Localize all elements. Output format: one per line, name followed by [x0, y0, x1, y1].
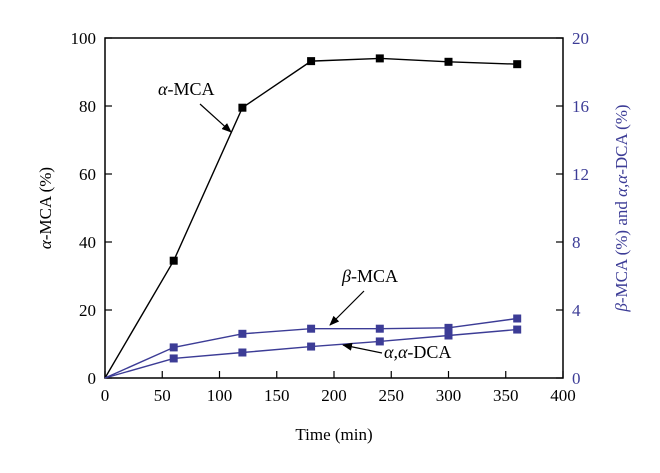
x-tick-label: 400 — [550, 386, 576, 405]
arrow-alpha-alpha-dca — [342, 342, 383, 354]
series-2-point — [513, 325, 522, 334]
x-tick-label: 350 — [493, 386, 519, 405]
series-0-point — [375, 54, 384, 63]
x-axis-title: Time (min) — [295, 425, 372, 444]
series-1-point — [307, 324, 316, 333]
left-y-tick-label: 0 — [88, 369, 97, 388]
x-tick-label: 100 — [207, 386, 233, 405]
series-1-point — [238, 329, 247, 338]
x-tick-label: 200 — [321, 386, 347, 405]
series-2-point — [375, 337, 384, 346]
series-1-point — [444, 323, 453, 332]
right-y-tick-label: 16 — [572, 97, 589, 116]
right-y-tick-label: 4 — [572, 301, 581, 320]
x-tick-label: 150 — [264, 386, 290, 405]
right-y-tick-label: 20 — [572, 29, 589, 48]
left-y-tick-label: 100 — [71, 29, 97, 48]
annotation-alpha-alpha-dca: α,α-DCA — [384, 342, 451, 362]
arrow-alpha-mca — [199, 103, 232, 133]
series-0-point — [307, 57, 316, 66]
left-y-tick-label: 20 — [79, 301, 96, 320]
series-2-line — [104, 328, 518, 379]
series-1-point — [375, 324, 384, 333]
right-y-axis-title: β-MCA (%) and α,α-DCA (%) — [612, 104, 631, 312]
right-y-tick-label: 0 — [572, 369, 581, 388]
series-2-point — [444, 331, 453, 340]
series-0-point — [444, 57, 453, 66]
series-2-point — [307, 342, 316, 351]
series-2-point — [238, 348, 247, 357]
left-y-tick-label: 80 — [79, 97, 96, 116]
left-y-tick-label: 40 — [79, 233, 96, 252]
series-0-point — [513, 60, 522, 69]
annotation-alpha-mca: α-MCA — [158, 79, 214, 99]
series-2-point — [169, 354, 178, 363]
right-y-tick-label: 12 — [572, 165, 589, 184]
arrow-beta-mca — [329, 290, 365, 326]
series-1-point — [169, 343, 178, 352]
right-y-tick-label: 8 — [572, 233, 581, 252]
series-0-point — [169, 256, 178, 265]
x-tick-label: 50 — [154, 386, 171, 405]
annotation-beta-mca: β-MCA — [341, 266, 398, 286]
left-y-axis-title: α-MCA (%) — [36, 167, 55, 249]
x-tick-label: 0 — [101, 386, 110, 405]
x-tick-label: 250 — [379, 386, 405, 405]
x-tick-label: 300 — [436, 386, 462, 405]
left-y-tick-label: 60 — [79, 165, 96, 184]
series-0-point — [238, 103, 247, 112]
series-1-point — [513, 314, 522, 323]
